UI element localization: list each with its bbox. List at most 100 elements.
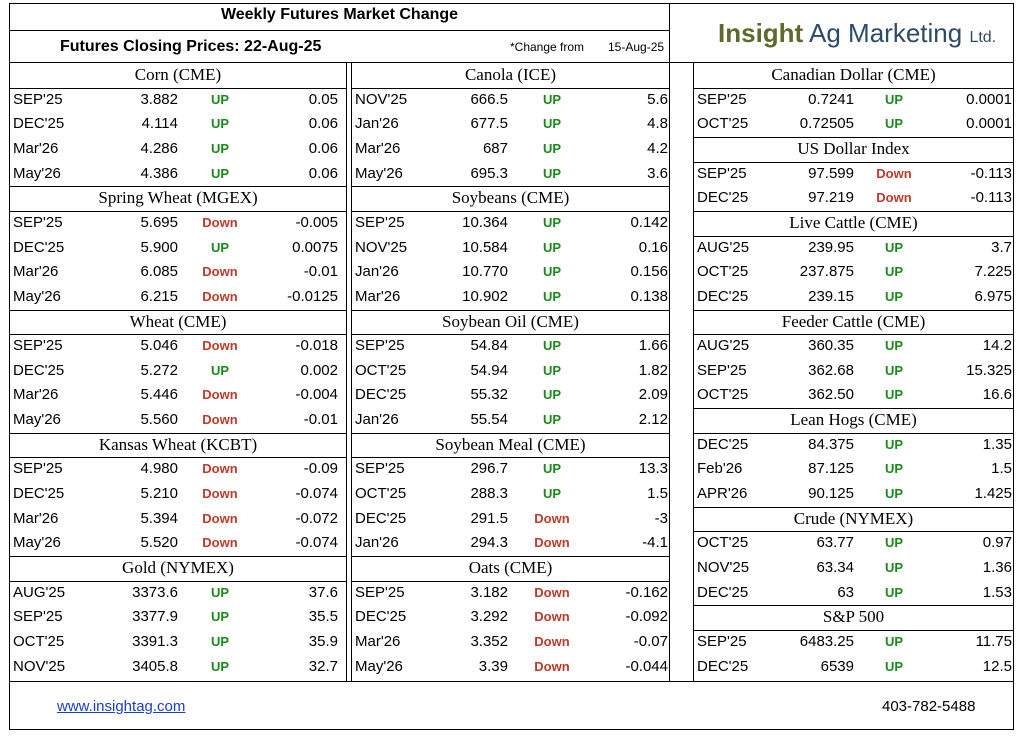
table-row: Feb'26 87.125 UP 1.5	[694, 457, 1013, 481]
closing-price: 10.770	[462, 263, 508, 280]
table-row: SEP'25 3.182 Down -0.162	[352, 581, 669, 605]
section-divider	[694, 310, 1013, 311]
section-title: Crude (NYMEX)	[793, 509, 914, 528]
closing-price: 55.32	[470, 386, 508, 403]
closing-price: 63	[837, 584, 854, 601]
section-title-underline	[352, 211, 669, 212]
direction-label: UP	[542, 412, 562, 427]
table-row: SEP'25 5.046 Down -0.018	[10, 334, 346, 358]
closing-price: 87.125	[808, 460, 854, 477]
table-row: AUG'25 239.95 UP 3.7	[694, 236, 1013, 260]
table-row: DEC'25 63 UP 1.53	[694, 581, 1013, 605]
direction-label: UP	[542, 363, 562, 378]
closing-price: 6483.25	[799, 633, 854, 650]
closing-price: 6539	[820, 658, 854, 675]
closing-price: 5.560	[140, 411, 178, 428]
closing-price: 666.5	[470, 91, 508, 108]
closing-price: 54.94	[470, 362, 508, 379]
direction-label: Down	[202, 338, 238, 353]
table-row: OCT'25 3391.3 UP 35.9	[10, 630, 346, 654]
direction-label: Down	[534, 609, 570, 624]
contract-month: Mar'26	[355, 633, 401, 650]
price-change: 35.5	[308, 608, 338, 625]
price-change: -0.044	[625, 658, 668, 675]
price-change: -4.1	[642, 534, 668, 551]
table-row: SEP'25 3.882 UP 0.05	[10, 88, 346, 112]
table-row: May'26 4.386 UP 0.06	[10, 162, 346, 186]
table-row: May'26 5.520 Down -0.074	[10, 531, 346, 555]
price-change: 3.6	[647, 165, 668, 182]
section-title: Live Cattle (CME)	[789, 213, 918, 232]
closing-price: 3.882	[140, 91, 178, 108]
direction-label: Down	[534, 634, 570, 649]
closing-price: 10.902	[462, 288, 508, 305]
section-divider	[694, 605, 1013, 606]
direction-label: UP	[884, 240, 904, 255]
closing-price: 54.84	[470, 337, 508, 354]
frame-left	[9, 3, 10, 730]
price-change: 0.06	[308, 115, 338, 132]
table-row: SEP'25 0.7241 UP 0.0001	[694, 88, 1013, 112]
price-change: -0.113	[970, 189, 1012, 206]
price-change: -0.07	[633, 633, 668, 650]
contract-month: OCT'25	[355, 485, 407, 502]
price-change: -0.162	[625, 584, 668, 601]
logo-ag-marketing: Ag Marketing	[809, 18, 963, 48]
closing-price: 3405.8	[132, 658, 178, 675]
contract-month: NOV'25	[355, 91, 408, 108]
price-change: 0.156	[630, 263, 668, 280]
contract-month: DEC'25	[13, 362, 65, 379]
direction-label: Down	[202, 535, 238, 550]
contract-month: SEP'25	[13, 214, 63, 231]
section-title: Soybeans (CME)	[451, 188, 570, 207]
closing-price: 362.68	[808, 362, 854, 379]
closing-price: 4.980	[140, 460, 178, 477]
section-title: S&P 500	[822, 607, 885, 626]
direction-label: UP	[542, 486, 562, 501]
section-title: Wheat (CME)	[129, 312, 227, 331]
contract-month: SEP'25	[355, 460, 405, 477]
column-divider	[669, 63, 670, 681]
price-change: 0.138	[630, 288, 668, 305]
direction-label: Down	[202, 511, 238, 526]
table-row: SEP'25 296.7 UP 13.3	[352, 457, 669, 481]
price-change: 0.0001	[966, 91, 1012, 108]
contract-month: DEC'25	[697, 436, 749, 453]
table-row: DEC'25 55.32 UP 2.09	[352, 383, 669, 407]
direction-label: UP	[542, 141, 562, 156]
contract-month: DEC'25	[13, 485, 65, 502]
price-change: 37.6	[308, 584, 338, 601]
logo-ltd: Ltd.	[969, 29, 997, 46]
page-title: Weekly Futures Market Change	[220, 6, 459, 23]
footer-top	[10, 681, 1014, 682]
direction-label: Down	[534, 585, 570, 600]
section-divider	[352, 556, 669, 557]
contract-month: Mar'26	[13, 510, 59, 527]
closing-price: 3.292	[470, 608, 508, 625]
section-title-underline	[10, 581, 346, 582]
price-change: -3	[654, 510, 668, 527]
closing-price: 695.3	[470, 165, 508, 182]
contract-month: APR'26	[697, 485, 748, 502]
website-link[interactable]: www.insightag.com	[57, 698, 186, 715]
contract-month: May'26	[13, 411, 61, 428]
contract-month: OCT'25	[697, 263, 749, 280]
section-divider	[694, 507, 1013, 508]
price-change: -0.072	[295, 510, 338, 527]
direction-label: Down	[202, 289, 238, 304]
price-change: 0.002	[300, 362, 338, 379]
direction-label: Down	[202, 486, 238, 501]
contract-month: AUG'25	[697, 337, 750, 354]
price-change: 2.09	[638, 386, 668, 403]
price-change: 12.5	[982, 658, 1012, 675]
direction-label: Down	[202, 215, 238, 230]
table-row: DEC'25 5.272 UP 0.002	[10, 359, 346, 383]
closing-price: 288.3	[470, 485, 508, 502]
price-change: -0.113	[970, 165, 1012, 182]
section-divider	[10, 433, 346, 434]
contract-month: SEP'25	[13, 608, 63, 625]
direction-label: UP	[210, 585, 230, 600]
direction-label: UP	[884, 387, 904, 402]
section-title: Canola (ICE)	[464, 65, 557, 84]
closing-prices-label: Futures Closing Prices: 22-Aug-25	[60, 38, 322, 55]
